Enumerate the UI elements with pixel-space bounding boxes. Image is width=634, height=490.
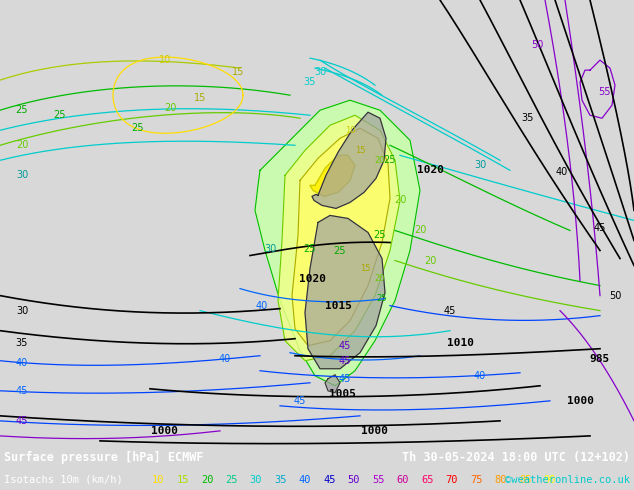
Polygon shape (278, 115, 400, 361)
Text: 1020: 1020 (299, 273, 325, 284)
Text: 40: 40 (474, 371, 486, 381)
Text: 20: 20 (424, 255, 436, 266)
Text: 30: 30 (264, 244, 276, 253)
Text: 10: 10 (152, 475, 164, 485)
Text: 25: 25 (54, 110, 66, 120)
Text: 15: 15 (194, 93, 206, 103)
Text: 20: 20 (394, 196, 406, 205)
Polygon shape (292, 128, 390, 346)
Text: 45: 45 (339, 341, 351, 351)
Text: 1000: 1000 (152, 426, 179, 436)
Text: 985: 985 (590, 354, 610, 364)
Text: 1000: 1000 (361, 426, 389, 436)
Text: 55: 55 (372, 475, 385, 485)
Polygon shape (310, 155, 355, 196)
Text: 25: 25 (225, 475, 238, 485)
Text: 35: 35 (304, 77, 316, 87)
Text: 30: 30 (474, 160, 486, 171)
Text: 25: 25 (16, 105, 29, 115)
Text: 65: 65 (421, 475, 434, 485)
Polygon shape (255, 100, 420, 386)
Text: 15: 15 (359, 264, 370, 273)
Text: 25: 25 (384, 155, 396, 165)
Text: 45: 45 (594, 223, 606, 233)
Text: 90: 90 (544, 475, 556, 485)
Text: 45: 45 (16, 386, 28, 396)
Text: 50: 50 (348, 475, 360, 485)
Text: ©weatheronline.co.uk: ©weatheronline.co.uk (505, 475, 630, 485)
Text: 30: 30 (314, 67, 326, 77)
Text: 20: 20 (414, 225, 426, 236)
Text: 60: 60 (397, 475, 410, 485)
Text: 45: 45 (339, 374, 351, 384)
Text: 30: 30 (250, 475, 262, 485)
Text: 50: 50 (531, 40, 543, 50)
Text: 1005: 1005 (330, 389, 356, 399)
Text: 35: 35 (275, 475, 287, 485)
Text: 45: 45 (294, 396, 306, 406)
Text: Th 30-05-2024 18:00 UTC (12+102): Th 30-05-2024 18:00 UTC (12+102) (402, 451, 630, 465)
Text: 35: 35 (16, 338, 28, 348)
Text: 20: 20 (375, 274, 385, 283)
Text: 85: 85 (519, 475, 532, 485)
Text: 45: 45 (323, 475, 336, 485)
Text: 15: 15 (176, 475, 189, 485)
Text: 25: 25 (333, 245, 346, 255)
Text: 45: 45 (16, 416, 28, 426)
Text: 20: 20 (164, 103, 176, 113)
Text: 50: 50 (609, 291, 621, 300)
Text: 10: 10 (159, 55, 171, 65)
Text: 40: 40 (556, 168, 568, 177)
Text: 20: 20 (16, 140, 28, 150)
Text: 1010: 1010 (446, 338, 474, 348)
Text: 45: 45 (444, 306, 456, 316)
Text: 1020: 1020 (417, 165, 444, 175)
Text: 70: 70 (446, 475, 458, 485)
Text: 10: 10 (345, 126, 355, 135)
Text: 55: 55 (598, 87, 611, 97)
Text: 80: 80 (495, 475, 507, 485)
Text: 40: 40 (16, 358, 28, 368)
Text: 40: 40 (256, 301, 268, 311)
Text: 15: 15 (355, 146, 365, 155)
Text: 40: 40 (299, 475, 311, 485)
Text: 35: 35 (522, 113, 534, 123)
Text: 45: 45 (339, 356, 351, 366)
Text: 25: 25 (304, 244, 316, 253)
Text: 30: 30 (16, 306, 28, 316)
Text: 25: 25 (374, 230, 386, 241)
Polygon shape (325, 375, 340, 393)
Polygon shape (305, 216, 385, 369)
Text: 20: 20 (375, 156, 385, 165)
Text: 30: 30 (16, 171, 28, 180)
Text: 20: 20 (201, 475, 213, 485)
Text: 40: 40 (219, 354, 231, 364)
Text: 25: 25 (132, 123, 145, 133)
Text: 1000: 1000 (567, 396, 593, 406)
Text: 25: 25 (377, 294, 387, 303)
Text: Isotachs 10m (km/h): Isotachs 10m (km/h) (4, 475, 123, 485)
Text: 1015: 1015 (325, 301, 351, 311)
Text: 75: 75 (470, 475, 482, 485)
Polygon shape (312, 112, 386, 208)
Text: Surface pressure [hPa] ECMWF: Surface pressure [hPa] ECMWF (4, 451, 204, 465)
Text: 15: 15 (232, 67, 244, 77)
